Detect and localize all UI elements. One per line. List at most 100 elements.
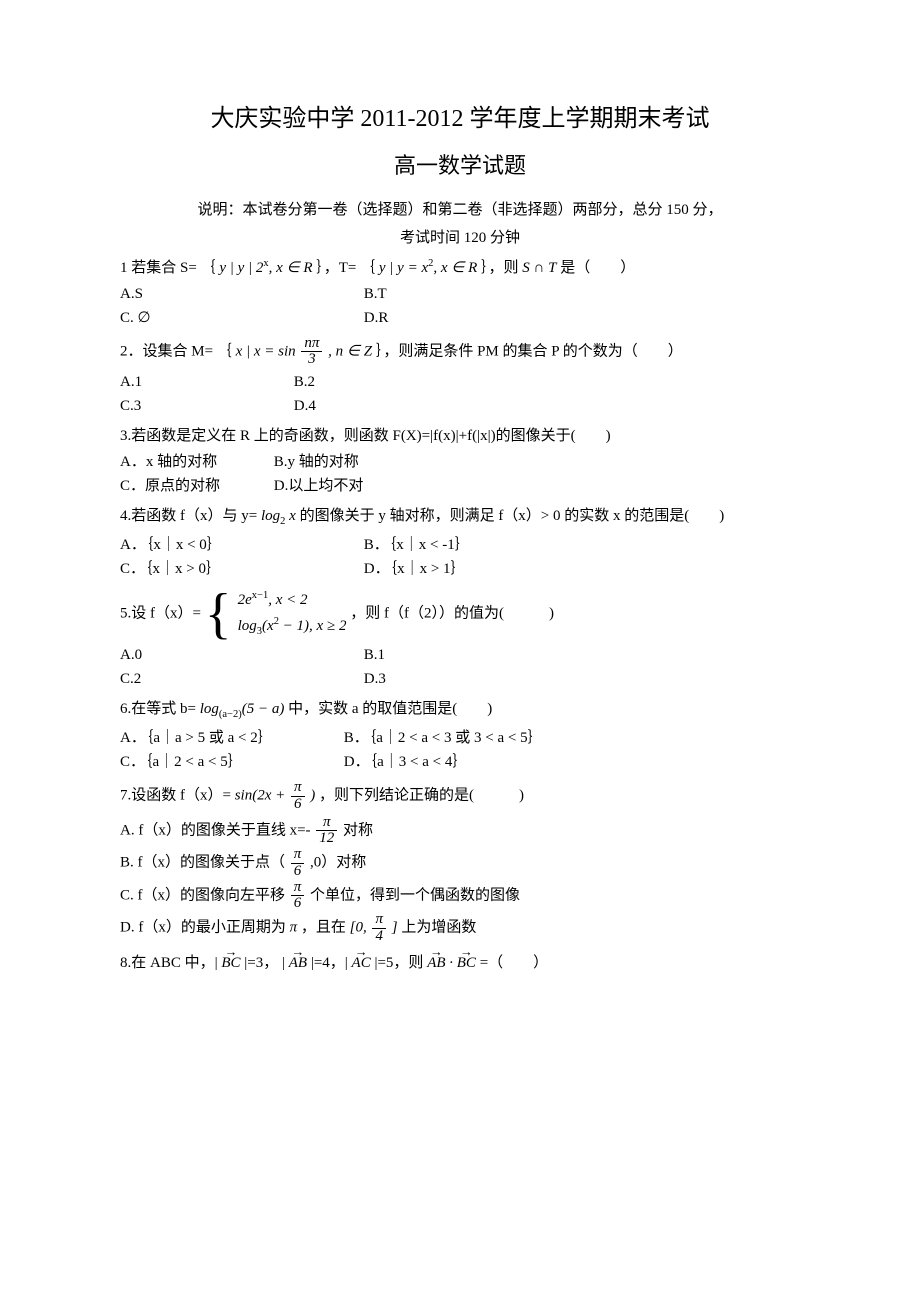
q8-text-4: |=5，则 <box>374 955 427 971</box>
q4-options: A．｛x｜x < 0｝ B．｛x｜x < -1｝ C．｛x｜x > 0｝ D．｛… <box>120 533 800 581</box>
q1-option-a: A.S <box>120 282 360 306</box>
instructions-line-2: 考试时间 120 分钟 <box>120 226 800 250</box>
q4-option-b: B．｛x｜x < -1｝ <box>364 537 470 553</box>
q7-option-c: C. f（x）的图像向左平移 π6 个单位，得到一个偶函数的图像 <box>120 880 800 913</box>
q1-option-d: D.R <box>364 310 389 326</box>
question-7: 7.设函数 f（x）= sin(2x + π6 ) ，则下列结论正确的是( ) <box>120 780 800 813</box>
q2-cond: , n ∈ Z <box>328 343 372 359</box>
q8-dot: · <box>449 955 457 971</box>
q2-option-d: D.4 <box>294 398 316 414</box>
q7d-interval: [0, <box>350 920 371 936</box>
q4-log: log2 x <box>261 508 296 524</box>
q6-option-d: D．｛a｜3 < a < 4｝ <box>344 754 468 770</box>
q1-text-2: ｝，T= ｛ <box>316 260 379 276</box>
q8-text-3: |=4，| <box>311 955 352 971</box>
q5-text-1: 5.设 f（x）= <box>120 605 205 621</box>
q7-option-a: A. f（x）的图像关于直线 x=- π12 对称 <box>120 815 800 848</box>
q4-option-d: D．｛x｜x > 1｝ <box>364 561 466 577</box>
q6-text-2: 中，实数 a 的取值范围是( ) <box>288 701 492 717</box>
q7d-frac: π4 <box>372 912 386 945</box>
q6-text-1: 6.在等式 b= <box>120 701 200 717</box>
q2-option-c: C.3 <box>120 394 290 418</box>
q7a-1: A. f（x）的图像关于直线 x=- <box>120 822 314 838</box>
q2-text-1: 2．设集合 M= ｛ <box>120 343 236 359</box>
q3-option-c: C．原点的对称 <box>120 474 270 498</box>
q7c-2: 个单位，得到一个偶函数的图像 <box>310 887 520 903</box>
q2-set-m: x | x = sin <box>236 343 296 359</box>
q8-vec-ac: AC <box>352 951 371 975</box>
q8-vec-bc: BC <box>221 951 240 975</box>
q4-option-c: C．｛x｜x > 0｝ <box>120 557 360 581</box>
q2-frac: nπ3 <box>301 336 322 369</box>
question-5: 5.设 f（x）= { 2ex−1, x < 2 log3(x2 − 1), x… <box>120 587 800 641</box>
q7-options: A. f（x）的图像关于直线 x=- π12 对称 B. f（x）的图像关于点（… <box>120 815 800 945</box>
q5-text-2: ，则 f（f（2））的值为( ) <box>350 605 554 621</box>
q5-option-a: A.0 <box>120 643 360 667</box>
q6-option-b: B．｛a｜2 < a < 3 或 3 < a < 5｝ <box>344 730 543 746</box>
q7c-1: C. f（x）的图像向左平移 <box>120 887 289 903</box>
q8-vec-ab2: AB <box>427 951 445 975</box>
q3-options: A．x 轴的对称 B.y 轴的对称 C．原点的对称 D.以上均不对 <box>120 450 800 498</box>
q4-option-a: A．｛x｜x < 0｝ <box>120 533 360 557</box>
q6-option-a: A．｛a｜a > 5 或 a < 2｝ <box>120 726 340 750</box>
q7-frac: π6 <box>291 780 305 813</box>
question-1: 1 若集合 S= ｛ y | y | 2x, x ∈ R ｝，T= ｛ y | … <box>120 256 800 280</box>
q5-piecewise: { 2ex−1, x < 2 log3(x2 − 1), x ≥ 2 <box>205 587 347 641</box>
q7-option-d: D. f（x）的最小正周期为 π ，且在 [0, π4 ] 上为增函数 <box>120 912 800 945</box>
q2-text-2: ｝，则满足条件 PM 的集合 P 的个数为（ ） <box>376 343 683 359</box>
q5-options: A.0 B.1 C.2 D.3 <box>120 643 800 691</box>
q6-option-c: C．｛a｜2 < a < 5｝ <box>120 750 340 774</box>
q5-case-1: 2ex−1, x < 2 <box>238 587 347 614</box>
q3-option-a: A．x 轴的对称 <box>120 450 270 474</box>
q8-text-5: =（ ） <box>480 955 548 971</box>
q1-text-4: 是（ ） <box>560 260 635 276</box>
q8-text-2: |=3， | <box>244 955 288 971</box>
question-6: 6.在等式 b= log(a−2)(5 − a) 中，实数 a 的取值范围是( … <box>120 697 800 724</box>
brace-icon: { <box>205 592 232 637</box>
q7-text-2: ，则下列结论正确的是( ) <box>319 788 524 804</box>
question-8: 8.在 ABC 中，| BC |=3， | AB |=4，| AC |=5，则 … <box>120 951 800 975</box>
q5-option-c: C.2 <box>120 667 360 691</box>
q7-option-b: B. f（x）的图像关于点（ π6 ,0）对称 <box>120 847 800 880</box>
q7-close: ) <box>310 788 315 804</box>
exam-subtitle: 高一数学试题 <box>120 148 800 183</box>
q7a-2: 对称 <box>343 822 373 838</box>
q6-options: A．｛a｜a > 5 或 a < 2｝ B．｛a｜2 < a < 3 或 3 <… <box>120 726 800 774</box>
question-4: 4.若函数 f（x）与 y= log2 x 的图像关于 y 轴对称，则满足 f（… <box>120 504 800 531</box>
q5-option-b: B.1 <box>364 647 385 663</box>
q7d-1: D. f（x）的最小正周期为 <box>120 920 290 936</box>
q1-text-1: 1 若集合 S= ｛ <box>120 260 219 276</box>
q1-options: A.S B.T C. ∅ D.R <box>120 282 800 330</box>
q8-vec-bc2: BC <box>457 951 476 975</box>
q1-set-s: y | y | 2x, x ∈ R <box>219 260 312 276</box>
q7b-frac: π6 <box>291 847 305 880</box>
q8-text-1: 8.在 ABC 中，| <box>120 955 221 971</box>
question-2: 2．设集合 M= ｛ x | x = sin nπ3 , n ∈ Z ｝，则满足… <box>120 336 800 369</box>
q7-text-1: 7.设函数 f（x）= <box>120 788 235 804</box>
q7b-1: B. f（x）的图像关于点（ <box>120 855 285 871</box>
q4-text-2: 的图像关于 y 轴对称，则满足 f（x）> 0 的实数 x 的范围是( ) <box>300 508 725 524</box>
q5-option-d: D.3 <box>364 671 386 687</box>
q1-set-t: y | y = x2, x ∈ R <box>379 260 477 276</box>
q2-option-b: B.2 <box>294 374 315 390</box>
q3-option-d: D.以上均不对 <box>274 478 364 494</box>
q7d-pi: π <box>290 920 298 936</box>
q7c-frac: π6 <box>291 880 305 913</box>
q1-option-b: B.T <box>364 286 387 302</box>
q1-expression: S ∩ T <box>522 260 556 276</box>
question-3: 3.若函数是定义在 R 上的奇函数，则函数 F(X)=|f(x)|+f(|x|)… <box>120 424 800 448</box>
q2-option-a: A.1 <box>120 370 290 394</box>
q7b-2: ,0）对称 <box>310 855 366 871</box>
q3-option-b: B.y 轴的对称 <box>274 454 359 470</box>
q7d-3: 上为增函数 <box>401 920 476 936</box>
instructions-line-1: 说明：本试卷分第一卷（选择题）和第二卷（非选择题）两部分，总分 150 分， <box>120 198 800 222</box>
q1-text-3: ｝，则 <box>481 260 522 276</box>
q6-log: log(a−2)(5 − a) <box>200 701 285 717</box>
q1-option-c: C. ∅ <box>120 306 360 330</box>
q7a-frac: π12 <box>316 815 337 848</box>
q8-vec-ab: AB <box>289 951 307 975</box>
q7d-interval-close: ] <box>392 920 398 936</box>
q2-options: A.1 B.2 C.3 D.4 <box>120 370 800 418</box>
q4-text-1: 4.若函数 f（x）与 y= <box>120 508 261 524</box>
q5-case-2: log3(x2 − 1), x ≥ 2 <box>238 613 347 641</box>
